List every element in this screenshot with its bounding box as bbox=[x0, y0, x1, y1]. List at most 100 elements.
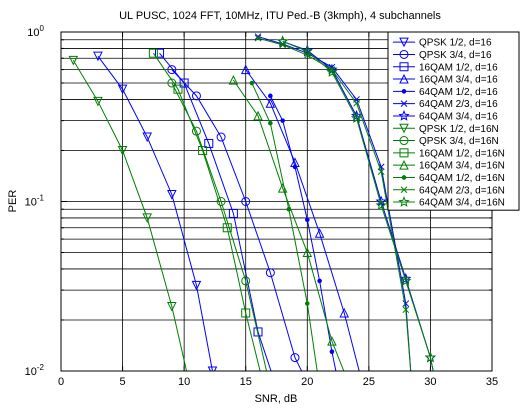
legend-swatch-marker bbox=[398, 196, 410, 207]
data-point bbox=[400, 275, 412, 286]
data-point bbox=[338, 386, 342, 390]
data-point bbox=[68, 55, 79, 66]
x-tick-label: 35 bbox=[486, 376, 498, 388]
data-point bbox=[290, 353, 300, 363]
series-line bbox=[282, 40, 434, 371]
data-point bbox=[317, 278, 322, 284]
series-line bbox=[97, 55, 213, 371]
legend-swatch-marker bbox=[399, 123, 409, 134]
legend-item: 64QAM 3/4, d=16 bbox=[393, 110, 498, 122]
series-12 bbox=[249, 80, 322, 390]
data-point bbox=[167, 302, 177, 312]
series-2 bbox=[167, 65, 303, 371]
data-point bbox=[241, 308, 251, 318]
data-point bbox=[167, 65, 177, 75]
legend-item: 16QAM 3/4, d=16N bbox=[393, 160, 505, 172]
series-line bbox=[232, 79, 345, 371]
data-point bbox=[304, 301, 310, 306]
legend-label: QPSK 1/2, d=16N bbox=[419, 124, 499, 135]
legend-label: 16QAM 1/2, d=16 bbox=[419, 62, 498, 73]
data-point bbox=[142, 132, 153, 143]
data-point bbox=[216, 132, 226, 142]
data-point bbox=[268, 93, 273, 99]
data-point bbox=[301, 44, 313, 56]
data-point bbox=[260, 383, 268, 391]
legend-box bbox=[387, 31, 520, 211]
y-tick-label: 10-1 bbox=[25, 194, 45, 209]
legend-swatch-marker bbox=[401, 175, 407, 180]
x-tick-label: 5 bbox=[120, 376, 126, 388]
legend-item: QPSK 1/2, d=16N bbox=[393, 123, 499, 135]
legend-swatch-marker bbox=[399, 136, 409, 146]
data-point bbox=[327, 336, 337, 346]
data-point bbox=[207, 366, 218, 371]
data-point bbox=[93, 96, 103, 107]
data-point bbox=[280, 118, 285, 123]
series-line bbox=[159, 52, 272, 371]
y-tick-label: 100 bbox=[27, 24, 44, 39]
data-point bbox=[301, 45, 313, 57]
legend-swatch-marker bbox=[399, 148, 409, 158]
data-point bbox=[117, 84, 128, 95]
data-point bbox=[228, 208, 238, 218]
data-point bbox=[268, 120, 273, 126]
data-point bbox=[409, 384, 415, 390]
legend-item: 64QAM 1/2, d=16 bbox=[393, 87, 498, 98]
series-line bbox=[152, 52, 261, 371]
data-point bbox=[292, 164, 298, 170]
data-point bbox=[409, 384, 415, 390]
data-point bbox=[222, 223, 232, 233]
data-point bbox=[273, 383, 281, 391]
data-point bbox=[402, 306, 410, 314]
legend-label: 64QAM 1/2, d=16 bbox=[419, 87, 498, 98]
data-point bbox=[339, 307, 350, 318]
data-point bbox=[302, 247, 313, 258]
data-point bbox=[142, 213, 153, 224]
series-line bbox=[171, 69, 303, 371]
series-line bbox=[257, 36, 412, 371]
legend-swatch-marker bbox=[398, 110, 410, 121]
legend-label: QPSK 1/2, d=16 bbox=[419, 38, 492, 49]
data-point bbox=[265, 268, 275, 278]
legend-label: 16QAM 3/4, d=16N bbox=[419, 161, 505, 172]
data-point bbox=[228, 75, 239, 85]
series-11 bbox=[228, 75, 345, 371]
data-point bbox=[424, 351, 437, 363]
data-point bbox=[329, 349, 335, 354]
legend-swatch-marker bbox=[401, 89, 407, 94]
legend-label: 64QAM 1/2, d=16N bbox=[419, 173, 505, 184]
legend-label: 16QAM 1/2, d=16N bbox=[419, 148, 505, 159]
legend-label: 64QAM 2/3, d=16 bbox=[419, 99, 498, 110]
legend-item: 64QAM 3/4, d=16N bbox=[393, 196, 505, 209]
series-group bbox=[68, 33, 437, 391]
data-point bbox=[241, 197, 251, 206]
series-10 bbox=[148, 48, 268, 391]
legend-label: 64QAM 2/3, d=16N bbox=[419, 185, 505, 196]
x-tick-label: 0 bbox=[58, 376, 64, 388]
x-tick-label: 30 bbox=[424, 376, 436, 388]
data-point bbox=[167, 189, 177, 200]
legend-swatch-marker bbox=[399, 73, 409, 84]
series-14 bbox=[277, 35, 437, 371]
legend-label: QPSK 3/4, d=16N bbox=[419, 136, 499, 147]
x-axis-title: SNR, dB bbox=[255, 393, 298, 405]
data-point bbox=[179, 78, 189, 88]
data-point bbox=[93, 51, 103, 62]
data-point bbox=[286, 206, 292, 212]
data-point bbox=[328, 66, 336, 73]
legend-swatch-marker bbox=[399, 160, 409, 170]
data-point bbox=[148, 48, 158, 58]
legend-item: 16QAM 3/4, d=16 bbox=[393, 73, 498, 86]
data-point bbox=[117, 145, 128, 156]
series-line bbox=[72, 60, 188, 371]
series-1 bbox=[93, 51, 218, 371]
data-point bbox=[318, 386, 322, 390]
legend-swatch-marker bbox=[400, 186, 408, 194]
y-tick-label: 10-2 bbox=[25, 363, 45, 378]
series-line bbox=[257, 37, 412, 371]
data-point bbox=[350, 112, 363, 123]
series-13 bbox=[254, 34, 415, 390]
legend-item: 16QAM 1/2, d=16N bbox=[393, 148, 505, 159]
data-point bbox=[353, 99, 360, 107]
data-point bbox=[277, 35, 289, 47]
